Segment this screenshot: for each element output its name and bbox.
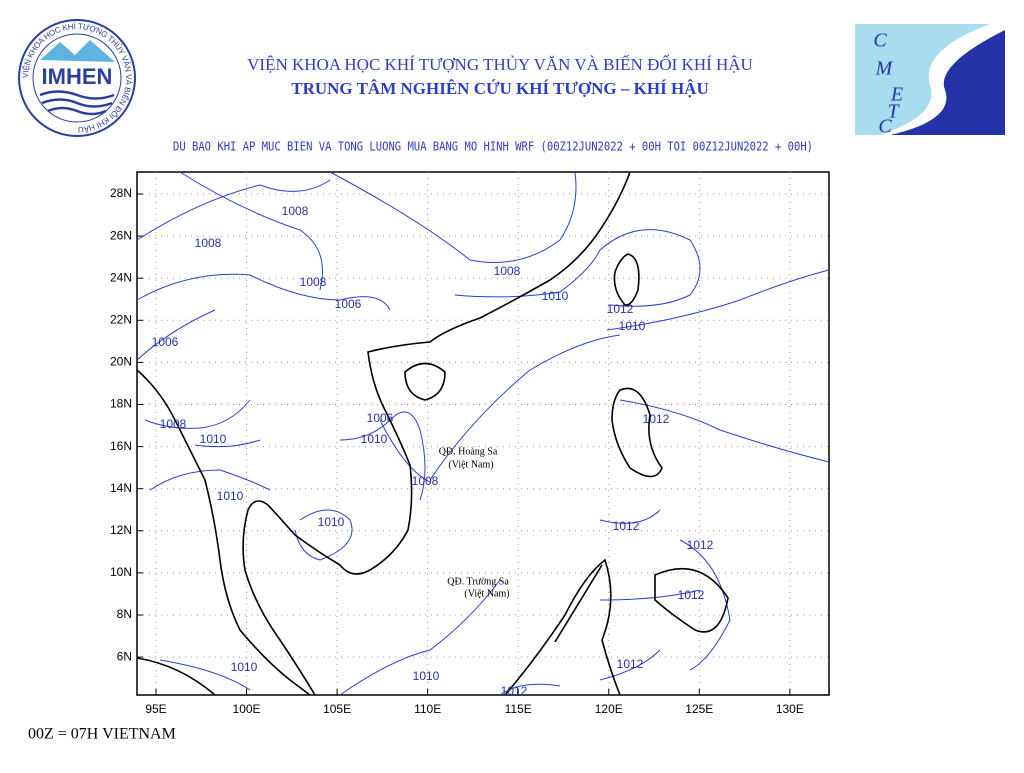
island-annotation: (Việt Nam) [448, 459, 493, 470]
left-logo: VIỆN KHOA HỌC KHÍ TƯỢNG THỦY VĂN VÀ BIẾN… [18, 19, 136, 137]
lon-label: 120E [595, 702, 623, 716]
logo-name: IMHEN [42, 64, 113, 89]
isobar-label: 1010 [231, 660, 258, 674]
island-annotation: QĐ. Hoàng Sa [439, 446, 498, 457]
isobar-label: 1010 [542, 289, 569, 303]
lat-label: 12N [110, 523, 132, 537]
lat-label: 6N [117, 649, 132, 663]
isobar-label: 1006 [152, 335, 179, 349]
isobar-label: 1012 [617, 657, 644, 671]
isobar-label: 1012 [643, 412, 670, 426]
lat-label: 16N [110, 439, 132, 453]
isobar-label: 1010 [318, 515, 345, 529]
island-annotation: QĐ. Trường Sa [447, 576, 509, 587]
isobar-label: 1008 [494, 264, 521, 278]
isobar-label: 1008 [300, 275, 327, 289]
lat-label: 18N [110, 397, 132, 411]
island-annotation: (Việt Nam) [464, 588, 509, 599]
lat-label: 22N [110, 312, 132, 326]
isobar-label: 1008 [195, 236, 222, 250]
logo-letter: M [875, 58, 894, 80]
footer-note: 00Z = 07H VIETNAM [28, 726, 176, 743]
lat-label: 10N [110, 565, 132, 579]
lon-label: 105E [323, 702, 351, 716]
isobar-label: 1012 [687, 538, 714, 552]
isobar-label: 1010 [361, 432, 388, 446]
isobar-label: 1012 [607, 302, 634, 316]
lat-label: 26N [110, 228, 132, 242]
isobar-label: 1010 [200, 432, 227, 446]
lat-label: 28N [110, 186, 132, 200]
lat-label: 8N [117, 607, 132, 621]
institute-line1: VIỆN KHOA HỌC KHÍ TƯỢNG THỦY VĂN VÀ BIẾN… [247, 54, 753, 74]
logo-letter: T [887, 101, 900, 123]
isobar-label: 1010 [413, 669, 440, 683]
logo-letter: E [890, 84, 903, 106]
logo-letter: C [873, 30, 887, 52]
isobar-label: 1010 [619, 319, 646, 333]
isobar-label: 1008 [282, 204, 309, 218]
isobar-label: 1010 [217, 489, 244, 503]
map-title: DU BAO KHI AP MUC BIEN VA TONG LUONG MUA… [173, 140, 813, 154]
lat-label: 20N [110, 355, 132, 369]
isobar-label: 1012 [613, 519, 640, 533]
isobar-label: 1006 [335, 297, 362, 311]
lon-label: 115E [505, 702, 532, 716]
lon-label: 125E [685, 702, 713, 716]
institute-line2: TRUNG TÂM NGHIÊN CỨU KHÍ TƯỢNG – KHÍ HẬU [291, 79, 708, 98]
logo-letter: C [878, 116, 892, 138]
lon-label: 110E [414, 702, 441, 716]
coastlines [136, 171, 729, 696]
lon-label: 95E [145, 702, 166, 716]
isobar-label: 1006 [367, 411, 394, 425]
lon-label: 100E [233, 702, 261, 716]
isobar-label: 1008 [160, 417, 187, 431]
isobar-label: 1008 [412, 474, 439, 488]
isobar-label: 1012 [678, 588, 705, 602]
isobar-label: 1012 [501, 684, 528, 698]
map: 1008 1008 1008 1006 1006 1008 1010 1012 1010 1006… [136, 171, 830, 698]
lon-label: 130E [776, 702, 804, 716]
lat-label: 24N [110, 270, 132, 284]
lat-label: 14N [110, 481, 132, 495]
